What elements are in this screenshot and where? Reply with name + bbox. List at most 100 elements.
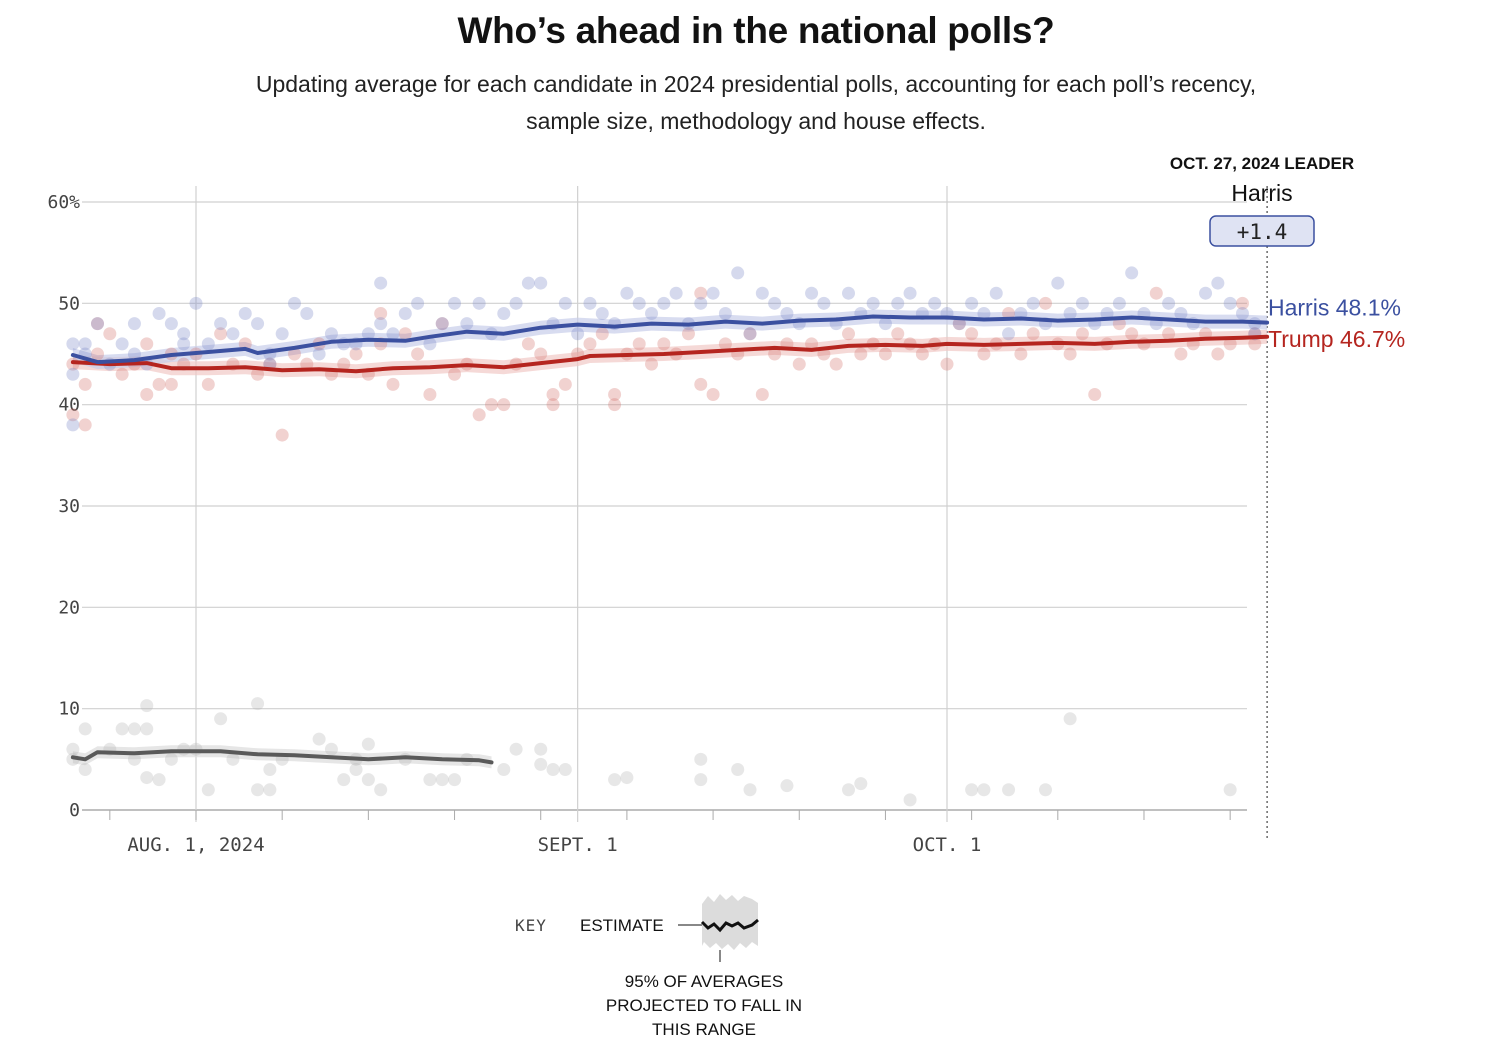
y-tick-label: 50 — [58, 293, 80, 314]
trump-poll-dot — [1038, 296, 1052, 310]
other-poll-dot — [743, 783, 757, 797]
other-poll-dot — [842, 783, 856, 797]
x-tick-label: SEPT. 1 — [538, 834, 618, 856]
harris-poll-dot — [842, 286, 856, 300]
trump-poll-dot — [300, 357, 314, 371]
leader-margin-box — [1209, 215, 1315, 247]
other-poll-dot — [903, 793, 917, 807]
x-tick-label: OCT. 1 — [913, 834, 982, 856]
confidence-bands — [72, 309, 1268, 769]
trump-poll-dot — [558, 377, 572, 391]
harris-poll-dot — [977, 306, 991, 320]
harris-poll-dot — [164, 317, 178, 331]
trump-poll-dot — [349, 347, 363, 361]
harris-poll-dot — [805, 286, 819, 300]
trump-poll-dot — [915, 347, 929, 361]
other-poll-dot — [546, 762, 560, 776]
trump-poll-dot — [1088, 388, 1102, 402]
y-tick-label: 0 — [69, 800, 80, 821]
trump-poll-dot — [1174, 347, 1188, 361]
other-poll-dot — [620, 771, 634, 785]
harris-average-line — [70, 314, 1270, 365]
trump-poll-dot — [1223, 337, 1237, 351]
harris-poll-dot — [115, 337, 129, 351]
other-poll-dot — [201, 783, 215, 797]
harris-poll-dot — [1112, 296, 1126, 310]
trump-poll-dot — [608, 398, 622, 412]
harris-poll-dot — [497, 306, 511, 320]
other-average-line — [70, 749, 494, 765]
other-poll-dot — [608, 773, 622, 787]
other-poll-dot — [349, 762, 363, 776]
trump-poll-dot — [472, 408, 486, 422]
harris-poll-dot — [595, 306, 609, 320]
x-tick-label: AUG. 1, 2024 — [127, 834, 264, 856]
trump-poll-dot — [152, 377, 166, 391]
other-poll-dot — [1002, 783, 1016, 797]
harris-poll-dot — [989, 286, 1003, 300]
trump-poll-dot — [287, 347, 301, 361]
other-poll-dot — [1038, 783, 1052, 797]
y-tick-label: 10 — [58, 699, 80, 720]
harris-poll-dot — [1235, 306, 1249, 320]
other-poll-dot — [1223, 783, 1237, 797]
trump-poll-dot — [435, 317, 449, 331]
other-poll-dot — [78, 722, 92, 736]
other-poll-dot — [164, 752, 178, 766]
trump-poll-dot — [891, 327, 905, 341]
harris-poll-dot — [152, 306, 166, 320]
harris-poll-dot — [1211, 276, 1225, 290]
other-poll-dot — [497, 762, 511, 776]
harris-poll-dot — [1002, 327, 1016, 341]
trump-poll-dot — [534, 347, 548, 361]
key-estimate-icon — [678, 894, 759, 962]
other-poll-dot — [435, 773, 449, 787]
harris-poll-dot — [374, 276, 388, 290]
harris-poll-dot — [1199, 286, 1213, 300]
other-poll-dot — [694, 752, 708, 766]
y-tick-label: 40 — [58, 395, 80, 416]
other-poll-dot — [534, 742, 548, 756]
key-range-label: 95% OF AVERAGES PROJECTED TO FALL IN THI… — [590, 970, 818, 1042]
harris-poll-dot — [66, 418, 80, 432]
trump-poll-dot — [706, 388, 720, 402]
harris-poll-dot — [694, 296, 708, 310]
trump-poll-dot — [854, 347, 868, 361]
harris-poll-dot — [214, 317, 228, 331]
trump-poll-dot — [521, 337, 535, 351]
trump-poll-dot — [805, 337, 819, 351]
trump-poll-dot — [214, 327, 228, 341]
trump-poll-dot — [755, 388, 769, 402]
trump-poll-dot — [1063, 347, 1077, 361]
trump-poll-dot — [694, 286, 708, 300]
trump-poll-dot — [940, 357, 954, 371]
trump-poll-dot — [842, 327, 856, 341]
harris-poll-dot — [965, 296, 979, 310]
other-poll-dot — [140, 722, 154, 736]
trump-poll-dot — [140, 337, 154, 351]
leader-annotation: OCT. 27, 2024 LEADER Harris +1.4 — [1170, 154, 1354, 247]
harris-poll-dot — [201, 337, 215, 351]
trump-poll-dot — [829, 357, 843, 371]
other-poll-dot — [337, 773, 351, 787]
trump-poll-dot — [386, 377, 400, 391]
harris-poll-dot — [189, 296, 203, 310]
harris-poll-dot — [78, 337, 92, 351]
trump-poll-dot — [1075, 327, 1089, 341]
average-lines — [70, 314, 1270, 765]
other-poll-dot — [965, 783, 979, 797]
other-poll-dot — [263, 762, 277, 776]
harris-poll-dot — [177, 327, 191, 341]
grid: 0 10 20 30 40 50 60% AUG. 1, 2024 SEPT. 1 OCT. 1 — [47, 186, 1268, 856]
trump-poll-dot — [977, 347, 991, 361]
harris-poll-dot — [411, 296, 425, 310]
harris-poll-dot — [472, 296, 486, 310]
trump-poll-dot — [965, 327, 979, 341]
harris-poll-dot — [657, 296, 671, 310]
trump-poll-dot — [792, 357, 806, 371]
harris-range-band — [72, 309, 1268, 370]
harris-poll-dot — [669, 286, 683, 300]
harris-poll-dot — [928, 296, 942, 310]
harris-poll-dot — [91, 317, 105, 331]
